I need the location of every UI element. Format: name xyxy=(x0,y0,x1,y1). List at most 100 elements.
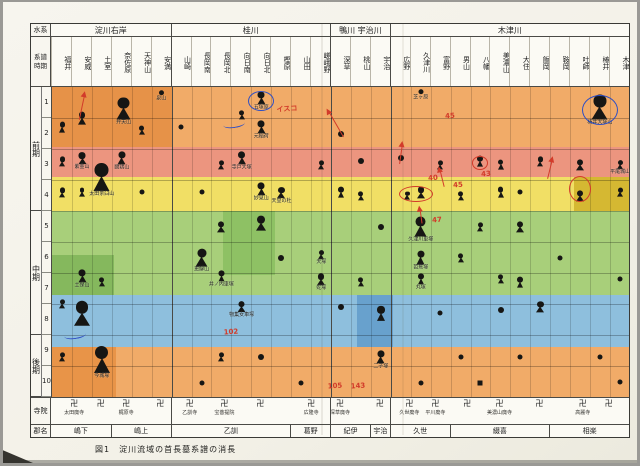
keyhole-head xyxy=(78,111,86,119)
band-patch xyxy=(52,87,172,147)
keyhole-head xyxy=(577,158,584,166)
keyhole-body xyxy=(517,281,524,288)
tomb-label: 蛇塚 xyxy=(316,284,327,291)
round-tomb xyxy=(517,189,523,195)
gun-name: 綴喜 xyxy=(449,425,550,437)
temple-name: 広隆寺 xyxy=(303,410,319,416)
keyhole-body xyxy=(59,356,66,362)
tomb-symbol xyxy=(338,304,344,311)
keyhole-body xyxy=(238,114,245,120)
district-name-row: 郡名 嶋下 嶋上 乙訓 葛野 紀伊 宇治 久世 綴喜 相楽 xyxy=(31,424,629,437)
tomb-symbol: 紫金山 xyxy=(74,152,90,171)
tomb-symbol: 闘鶏山 xyxy=(114,151,129,171)
tomb-symbol xyxy=(357,190,364,201)
lineage-period-axis-label: 系譜 時期 xyxy=(31,37,51,86)
period-label: 前期 xyxy=(31,87,41,211)
keyhole-head xyxy=(537,156,543,162)
round-tomb xyxy=(139,189,145,195)
keyhole-head xyxy=(377,350,385,357)
round-tomb xyxy=(418,380,424,386)
round-tomb xyxy=(199,189,205,195)
tomb-symbol xyxy=(139,189,145,195)
tomb-symbol xyxy=(416,186,425,199)
keyhole-head xyxy=(405,191,410,196)
keyhole-head xyxy=(477,221,483,228)
tomb-symbol xyxy=(318,159,325,170)
keyhole-body xyxy=(404,194,411,200)
period-band xyxy=(52,147,629,177)
temple-mark: 卍太田廃寺 xyxy=(64,400,84,417)
tomb-symbol xyxy=(617,276,623,282)
tomb-symbol xyxy=(437,310,443,316)
keyhole-body xyxy=(317,278,326,285)
tomb-symbol xyxy=(357,158,364,165)
district-header: 椿井 xyxy=(589,37,609,86)
tomb-label: 泉山 xyxy=(156,95,167,102)
keyhole-head xyxy=(99,277,105,283)
tomb-symbol: 物集女車塚 xyxy=(229,301,254,319)
keyhole-head xyxy=(358,190,364,197)
tomb-symbol xyxy=(59,352,66,362)
keyhole-head xyxy=(218,220,225,228)
temple-mark: 卍深草廃寺 xyxy=(330,400,350,417)
keyhole-body xyxy=(417,278,424,285)
row-line xyxy=(52,335,629,336)
district-header: 山崎 xyxy=(170,37,191,86)
keyhole-body xyxy=(117,157,126,165)
tomb-symbol xyxy=(397,155,404,162)
tomb-label: 太田茶臼山 xyxy=(89,190,115,197)
tomb-symbol: 芭蕉塚 xyxy=(413,250,428,271)
keyhole-head xyxy=(617,188,623,193)
district-header: 奈佐原 xyxy=(110,37,131,86)
tomb-label: 紫金山 xyxy=(74,163,90,170)
temple-mark: 卍梶原寺 xyxy=(119,400,134,417)
period-band xyxy=(52,211,629,295)
tomb-symbol xyxy=(79,188,86,197)
temple-mark: 卍平川廃寺 xyxy=(425,400,446,417)
tomb-label: 丸塚 xyxy=(415,284,426,291)
tomb-label: 井ノ内車塚 xyxy=(208,281,234,288)
round-tomb xyxy=(617,379,623,384)
keyhole-head xyxy=(78,152,86,159)
keyhole-head xyxy=(377,306,385,314)
keyhole-body xyxy=(218,275,225,282)
district-header: 深草 xyxy=(330,37,350,86)
tomb-symbol: 土保山 xyxy=(75,269,90,289)
tomb-symbol: 五塚原 xyxy=(254,91,269,110)
tomb-symbol xyxy=(617,379,623,384)
district-header: 八幡 xyxy=(469,37,489,86)
tomb-symbol xyxy=(59,156,66,166)
tomb-symbol xyxy=(457,252,464,263)
tomb-symbol xyxy=(458,354,464,360)
round-tomb xyxy=(338,130,344,137)
column-line xyxy=(410,87,412,397)
keyhole-head xyxy=(415,216,426,227)
column-line xyxy=(71,87,73,397)
column-line xyxy=(271,87,273,397)
column-line xyxy=(370,87,372,397)
water-system-header: 淀川右岸 xyxy=(94,25,127,35)
keyhole-body xyxy=(617,191,624,197)
water-system-header: 木津川 xyxy=(389,24,629,36)
district-header: 土室 xyxy=(90,37,111,86)
tomb-symbol xyxy=(477,156,484,167)
row-number: 10 xyxy=(42,366,51,397)
keyhole-head xyxy=(75,301,89,314)
keyhole-body xyxy=(237,306,246,313)
keyhole-head xyxy=(238,151,245,159)
tomb-symbol xyxy=(457,190,464,201)
temple-name: 平川廃寺 xyxy=(425,410,446,416)
keyhole-head xyxy=(59,121,66,128)
gun-name: 葛野 xyxy=(290,425,330,437)
district-header: 天神山 xyxy=(130,37,151,86)
column-line xyxy=(191,87,193,397)
tomb-symbol xyxy=(377,223,384,230)
keyhole-body xyxy=(195,256,208,267)
temple-mark: 卍 xyxy=(463,400,471,408)
keyhole-body xyxy=(617,163,624,169)
round-tomb xyxy=(377,223,384,230)
tomb-label: 天皇の杜 xyxy=(271,197,292,204)
tomb-symbol xyxy=(517,276,524,288)
keyhole-head xyxy=(497,159,504,165)
